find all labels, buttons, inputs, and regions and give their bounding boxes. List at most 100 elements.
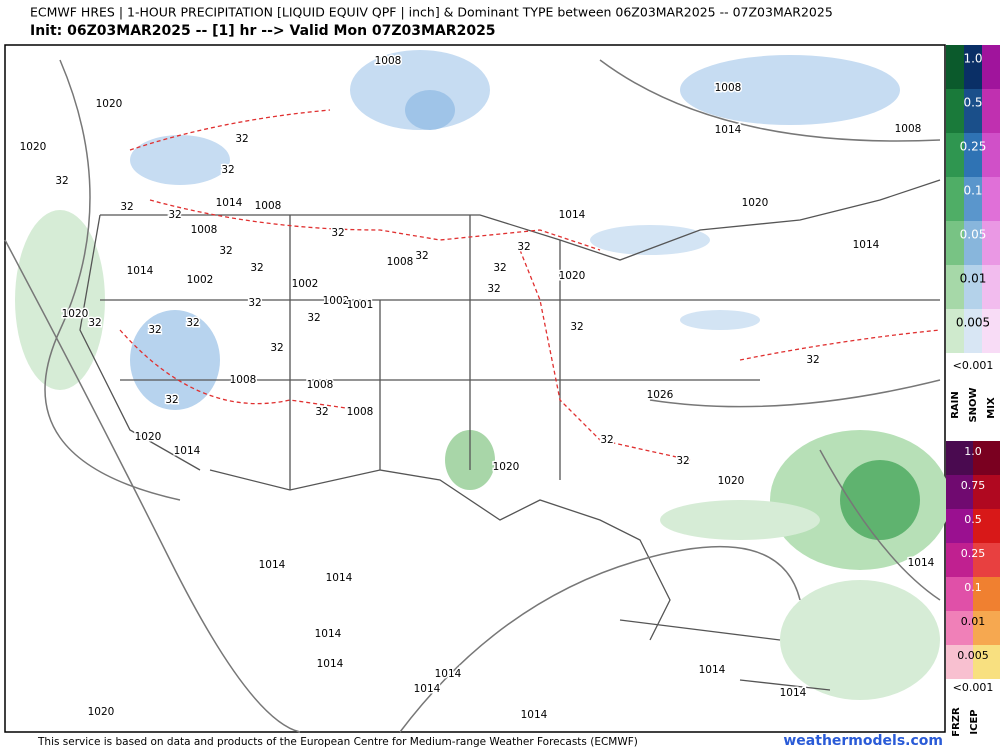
footer-site: weathermodels.com <box>783 733 943 749</box>
legend-swatch <box>982 177 1000 221</box>
map-label: 32 <box>487 283 500 295</box>
legend-swatch <box>946 543 973 577</box>
legend-swatch <box>964 221 982 265</box>
legend-swatch <box>964 45 982 89</box>
legend-swatch <box>964 133 982 177</box>
legend-below: <0.001 <box>953 359 994 372</box>
map-label: 1020 <box>20 141 47 153</box>
map-label: 1020 <box>742 197 769 209</box>
map-label: 32 <box>88 317 101 329</box>
map-label: 32 <box>148 324 161 336</box>
legend-level: 0.5 <box>964 513 982 526</box>
map-label: 1014 <box>174 445 201 457</box>
freezing-line <box>119 109 941 461</box>
legend-swatch <box>964 265 982 309</box>
legend-swatch <box>964 177 982 221</box>
legend-swatch <box>982 221 1000 265</box>
map-label: 1020 <box>62 308 89 320</box>
map-label: 32 <box>600 434 613 446</box>
map-label: 1008 <box>347 406 374 418</box>
legend-swatch <box>982 89 1000 133</box>
map-label: 1008 <box>715 82 742 94</box>
map-label: 1008 <box>255 200 282 212</box>
legend-type: SNOW <box>968 387 979 422</box>
map-label: 1001 <box>347 299 374 311</box>
map-label: 1026 <box>647 389 674 401</box>
map-label: 1014 <box>216 197 243 209</box>
map-label: 1014 <box>414 683 441 695</box>
legend-swatch <box>973 475 1000 509</box>
map-label: 1014 <box>559 209 586 221</box>
map-label: 32 <box>415 250 428 262</box>
legend-swatch <box>946 89 964 133</box>
legend-level: 0.01 <box>961 615 986 628</box>
legend-swatch <box>946 133 964 177</box>
map-label: 1014 <box>259 559 286 571</box>
legend-swatch <box>982 265 1000 309</box>
map-label: 1014 <box>780 687 807 699</box>
legend-level: 1.0 <box>963 52 982 66</box>
map-label: 1002 <box>187 274 214 286</box>
map-label: 1008 <box>387 256 414 268</box>
legend-swatch <box>946 475 973 509</box>
legend-swatch <box>946 221 964 265</box>
legend-level: 0.01 <box>960 272 987 286</box>
legend-level: 0.25 <box>960 140 987 154</box>
map-label: 32 <box>331 227 344 239</box>
legend-swatch <box>946 645 973 679</box>
legend-swatch <box>982 133 1000 177</box>
legend-level: 0.005 <box>957 649 989 662</box>
legend-level: 0.25 <box>961 547 986 560</box>
map-label: 32 <box>120 201 133 213</box>
map-label: 1008 <box>230 374 257 386</box>
legend-swatch <box>973 543 1000 577</box>
legend-swatch <box>946 441 973 475</box>
map-label: 32 <box>168 209 181 221</box>
map-label: 32 <box>250 262 263 274</box>
map-label: 32 <box>806 354 819 366</box>
map-label: 32 <box>55 175 68 187</box>
legend-swatch <box>964 89 982 133</box>
map-label: 1014 <box>699 664 726 676</box>
map-label: 1020 <box>88 706 115 718</box>
map-label: 1014 <box>127 265 154 277</box>
map-label: 1014 <box>715 124 742 136</box>
legend-swatch <box>946 577 973 611</box>
map-label: 1020 <box>718 475 745 487</box>
map-label: 1020 <box>135 431 162 443</box>
legend-swatch <box>964 309 982 353</box>
title: ECMWF HRES | 1-HOUR PRECIPITATION [LIQUI… <box>30 5 833 20</box>
legend-swatch <box>973 509 1000 543</box>
legend-level: 0.75 <box>961 479 986 492</box>
footer-credit: This service is based on data and produc… <box>37 736 638 748</box>
legend-level: 0.1 <box>964 581 982 594</box>
legend-type: FRZR <box>951 707 962 737</box>
legend-swatch <box>982 309 1000 353</box>
legend-swatch <box>973 577 1000 611</box>
subtitle: Init: 06Z03MAR2025 -- [1] hr --> Valid M… <box>30 23 496 39</box>
map-label: 1014 <box>315 628 342 640</box>
legend-level: 0.1 <box>963 184 982 198</box>
map-label: 1002 <box>323 295 350 307</box>
legend-swatch <box>973 645 1000 679</box>
map-label: 1014 <box>908 557 935 569</box>
map-label: 1020 <box>559 270 586 282</box>
legend-level: 0.005 <box>956 316 990 330</box>
map-label: 32 <box>248 297 261 309</box>
map-label: 32 <box>570 321 583 333</box>
legend-swatch <box>973 441 1000 475</box>
map-label: 1002 <box>292 278 319 290</box>
map-label: 32 <box>307 312 320 324</box>
map-label: 32 <box>493 262 506 274</box>
legend-level: 0.05 <box>960 228 987 242</box>
legend-swatch <box>946 611 973 645</box>
map-label: 1014 <box>317 658 344 670</box>
map-label: 1014 <box>521 709 548 721</box>
map-label: 32 <box>235 133 248 145</box>
legend-type: RAIN <box>950 391 961 419</box>
map-label: 1020 <box>96 98 123 110</box>
map-label: 32 <box>219 245 232 257</box>
legend-level: 0.5 <box>963 96 982 110</box>
map-label: 32 <box>270 342 283 354</box>
